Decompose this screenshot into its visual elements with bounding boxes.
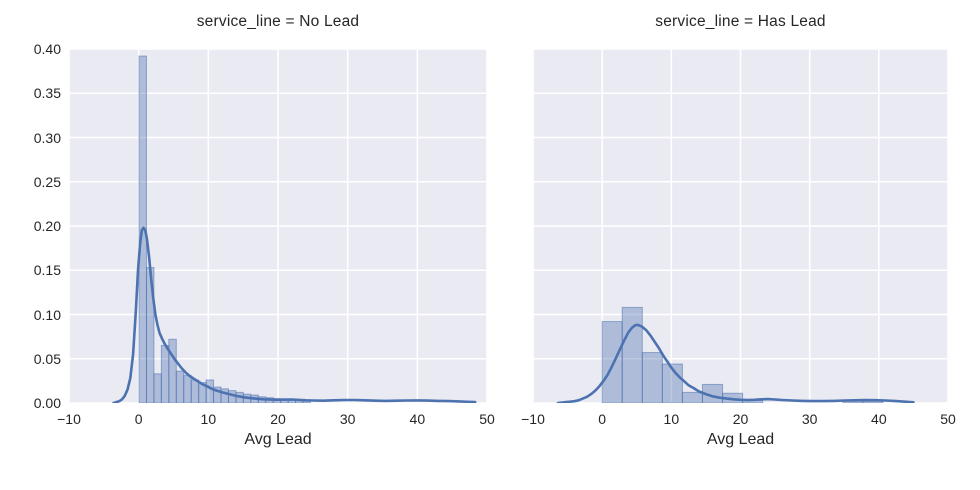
- y-tick-label: 0.35: [33, 85, 61, 102]
- x-tick-label: −10: [57, 411, 81, 427]
- x-axis-label-left: Avg Lead: [244, 431, 312, 448]
- y-tick-label: 0.10: [33, 306, 61, 323]
- histogram-bar: [183, 375, 192, 403]
- x-tick-label: 10: [663, 411, 680, 427]
- kde-curve: [112, 226, 477, 403]
- x-tick-label: 0: [598, 411, 607, 427]
- x-tick-label: 50: [940, 411, 956, 427]
- histogram-bar: [220, 388, 229, 403]
- histogram-bar: [601, 321, 623, 403]
- histogram-plot-no-lead: [69, 49, 487, 403]
- histogram-bar: [153, 373, 162, 403]
- histogram-plot-has-lead: [533, 49, 948, 403]
- histogram-bar: [175, 370, 185, 403]
- x-tick-label: −10: [521, 411, 545, 427]
- histogram-bar: [205, 379, 215, 403]
- x-tick-label: 30: [801, 411, 818, 427]
- x-tick-label: 30: [339, 411, 356, 427]
- histogram-bar: [621, 306, 643, 403]
- facet-title-no-lead: service_line = No Lead: [196, 13, 360, 30]
- y-tick-label: 0.00: [33, 395, 61, 411]
- x-axis-label-right: Avg Lead: [706, 431, 775, 448]
- kde-curve: [556, 323, 915, 403]
- x-tick-label: 50: [479, 411, 495, 427]
- histogram-bar: [190, 379, 200, 403]
- x-tick-label: 20: [732, 411, 749, 427]
- y-tick-label: 0.30: [33, 129, 61, 146]
- histogram-bar: [160, 344, 170, 403]
- histogram-bar: [681, 391, 703, 403]
- x-tick-label: 0: [134, 411, 143, 427]
- y-tick-label: 0.15: [33, 262, 61, 279]
- y-tick-label: 0.25: [33, 173, 61, 190]
- x-tick-label: 40: [409, 411, 426, 427]
- x-tick-label: 40: [871, 411, 887, 427]
- x-tick-label: 10: [200, 411, 217, 427]
- y-tick-label: 0.05: [33, 350, 61, 367]
- y-tick-label: 0.40: [33, 41, 61, 57]
- facet-title-has-lead: service_line = Has Lead: [655, 13, 826, 30]
- x-tick-label: 20: [270, 411, 286, 427]
- histogram-bar: [168, 338, 177, 403]
- histogram-bar: [641, 352, 663, 403]
- y-tick-label: 0.20: [33, 218, 61, 234]
